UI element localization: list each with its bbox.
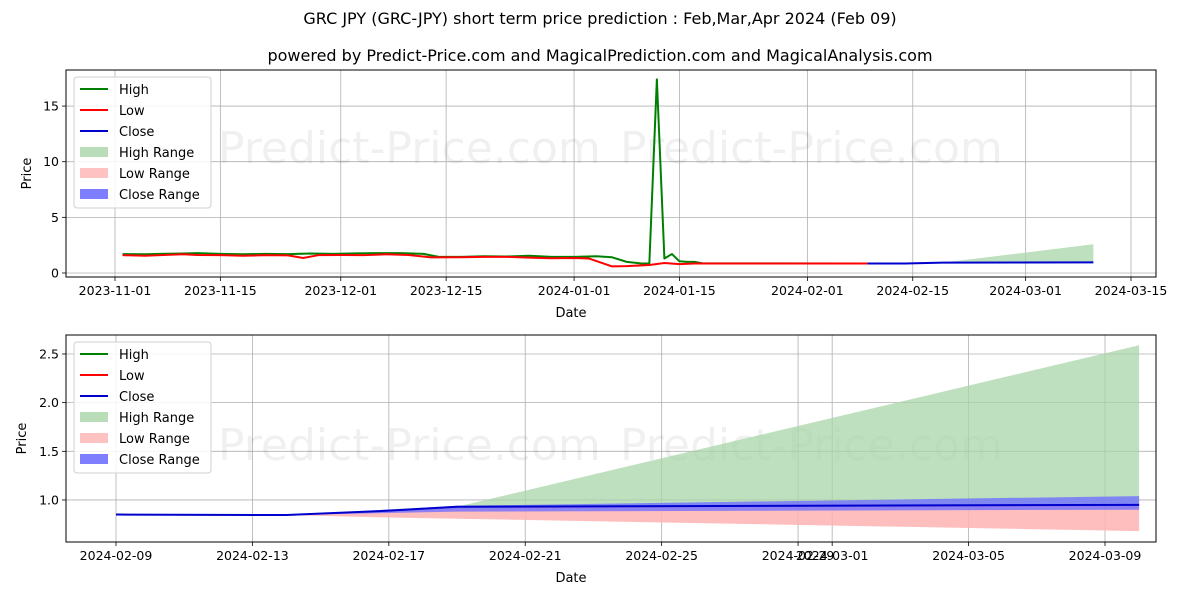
legend-label: High Range (119, 146, 194, 161)
legend-swatch (80, 454, 108, 464)
x-axis-label: Date (555, 571, 586, 586)
legend-label: High (119, 83, 149, 98)
legend-label: Low (119, 369, 145, 384)
x-tick-label: 2024-01-01 (538, 283, 611, 298)
legend-swatch (80, 189, 108, 199)
legend-label: High Range (119, 411, 194, 426)
x-tick-label: 2024-03-01 (989, 283, 1062, 298)
y-axis-label: Price (15, 423, 30, 455)
x-axis-label: Date (555, 306, 586, 321)
x-tick-label: 2024-02-01 (771, 283, 844, 298)
x-tick-label: 2024-03-01 (796, 548, 869, 563)
x-tick-label: 2024-03-15 (1095, 283, 1168, 298)
legend-label: Close Range (119, 453, 200, 468)
x-tick-label: 2023-12-01 (304, 283, 377, 298)
legend-swatch (80, 147, 108, 157)
x-tick-label: 2024-02-21 (489, 548, 562, 563)
legend-label: Close (119, 125, 154, 140)
legend-label: Low Range (119, 432, 190, 447)
close-line (115, 503, 1140, 517)
legend-swatch (80, 412, 108, 422)
y-axis-label: Price (20, 158, 35, 190)
chart-subtitle: powered by Predict-Price.com and Magical… (267, 46, 933, 65)
legend-label: Low (119, 104, 145, 119)
high-range-area (867, 244, 1094, 264)
y-tick-label: 2.0 (39, 395, 59, 410)
x-tick-label: 2023-12-15 (410, 283, 483, 298)
high-range-area (116, 345, 1140, 516)
x-tick-label: 2023-11-15 (184, 283, 257, 298)
legend-swatch (80, 168, 108, 178)
close-line (867, 261, 1094, 265)
y-tick-label: 1.5 (39, 444, 59, 459)
x-tick-label: 2023-11-01 (79, 283, 152, 298)
legend: High Low Close High Range Low Range Close Ran… (73, 76, 212, 209)
plot-area: 2023-11-01 2023-11-15 2023-12-01 2023-12-15… (43, 70, 1167, 298)
x-tick-label: 2024-01-15 (643, 283, 716, 298)
x-tick-label: 2024-03-05 (932, 548, 1005, 563)
x-tick-label: 2024-03-09 (1069, 548, 1142, 563)
legend-label: Low Range (119, 167, 190, 182)
x-tick-label: 2024-02-17 (352, 548, 425, 563)
y-tick-label: 0 (51, 265, 59, 280)
x-tick-label: 2024-02-15 (876, 283, 949, 298)
y-tick-label: 2.5 (39, 346, 59, 361)
axes-frame (65, 69, 1157, 278)
watermark: Predict-Price.com (218, 420, 601, 471)
axes-frame (65, 334, 1157, 543)
legend-label: Close Range (119, 188, 200, 203)
y-tick-label: 1.0 (39, 492, 59, 507)
x-tick-label: 2024-02-29 (762, 548, 835, 563)
legend-label: High (119, 348, 149, 363)
y-tick-label: 10 (43, 154, 59, 169)
watermark: Predict-Price.com (620, 123, 1003, 174)
chart-title: GRC JPY (GRC-JPY) short term price predi… (303, 9, 897, 28)
x-tick-label: 2024-02-09 (80, 548, 153, 563)
legend-swatch (80, 433, 108, 443)
y-tick-label: 5 (51, 210, 59, 225)
watermark: Predict-Price.com (218, 123, 601, 174)
low-line (122, 253, 868, 268)
legend-label: Close (119, 390, 154, 405)
top-price-chart: 2023-11-01 2023-11-15 2023-12-01 2023-12-15… (20, 69, 1167, 321)
legend: High Low Close High Range Low Range Close Ran… (73, 341, 212, 474)
x-tick-label: 2024-02-13 (216, 548, 289, 563)
y-tick-label: 15 (43, 99, 59, 114)
x-tick-label: 2024-02-25 (625, 548, 698, 563)
